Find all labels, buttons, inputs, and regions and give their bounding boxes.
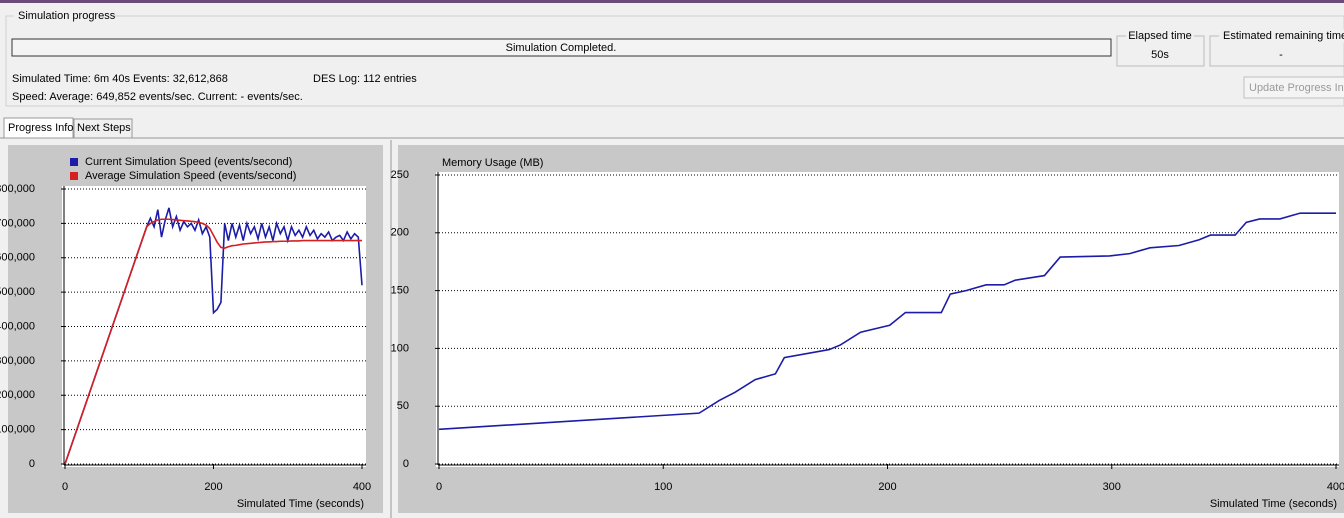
progress-text: Simulation Completed. [506, 42, 617, 54]
x-tick-label: 0 [62, 481, 68, 493]
series-line [64, 218, 362, 465]
title-strip [0, 0, 1344, 3]
x-axis-label: Simulated Time (seconds) [1210, 498, 1337, 510]
legend-label: Average Simulation Speed (events/second) [85, 170, 296, 182]
group-title: Simulation progress [18, 10, 116, 22]
chart-title: Memory Usage (MB) [442, 157, 543, 169]
y-tick-label: 0 [403, 458, 409, 470]
x-tick-label: 400 [353, 481, 371, 493]
series-line [64, 207, 363, 465]
y-tick-label: 0 [29, 458, 35, 470]
group-label-bg [14, 9, 112, 23]
x-axis-label: Simulated Time (seconds) [237, 498, 364, 510]
y-tick-label: 150 [391, 285, 409, 297]
y-tick-label: 100,000 [0, 424, 35, 436]
legend-swatch [70, 158, 78, 166]
progress-bar [11, 38, 1112, 57]
remaining-label-bg [1219, 29, 1344, 43]
y-tick-label: 100 [391, 342, 409, 354]
legend-label: Current Simulation Speed (events/second) [85, 156, 292, 168]
remaining-value: - [1279, 49, 1283, 61]
tab-label[interactable]: Next Steps [77, 122, 131, 134]
x-tick-label: 0 [436, 481, 442, 493]
y-tick-label: 300,000 [0, 355, 35, 367]
stats-speed: Speed: Average: 649,852 events/sec. Curr… [12, 91, 303, 103]
elapsed-label: Elapsed time [1128, 30, 1192, 42]
y-tick-label: 200 [391, 227, 409, 239]
y-tick-label: 250 [391, 169, 409, 181]
elapsed-label-bg [1126, 29, 1194, 43]
stats-log: DES Log: 112 entries [313, 73, 417, 85]
y-tick-label: 500,000 [0, 286, 35, 298]
x-tick-label: 200 [878, 481, 896, 493]
remaining-label: Estimated remaining time [1223, 30, 1344, 42]
legend-swatch [70, 172, 78, 180]
y-tick-label: 600,000 [0, 252, 35, 264]
plot-area [436, 172, 1339, 467]
x-tick-label: 200 [204, 481, 222, 493]
x-tick-label: 100 [654, 481, 672, 493]
elapsed-value: 50s [1151, 49, 1169, 61]
y-tick-label: 50 [397, 400, 409, 412]
y-tick-label: 200,000 [0, 389, 35, 401]
group-box [5, 15, 1344, 107]
series-line [438, 212, 1336, 431]
stats-time: Simulated Time: 6m 40s Events: 32,612,86… [12, 73, 228, 85]
x-tick-label: 300 [1103, 481, 1121, 493]
x-tick-label: 400 [1327, 481, 1344, 493]
y-tick-label: 400,000 [0, 320, 35, 332]
update-button[interactable] [1243, 76, 1344, 99]
update-button-label[interactable]: Update Progress Info [1249, 82, 1344, 94]
tab-label[interactable]: Progress Info [8, 122, 73, 134]
y-tick-label: 800,000 [0, 183, 35, 195]
y-tick-label: 700,000 [0, 217, 35, 229]
